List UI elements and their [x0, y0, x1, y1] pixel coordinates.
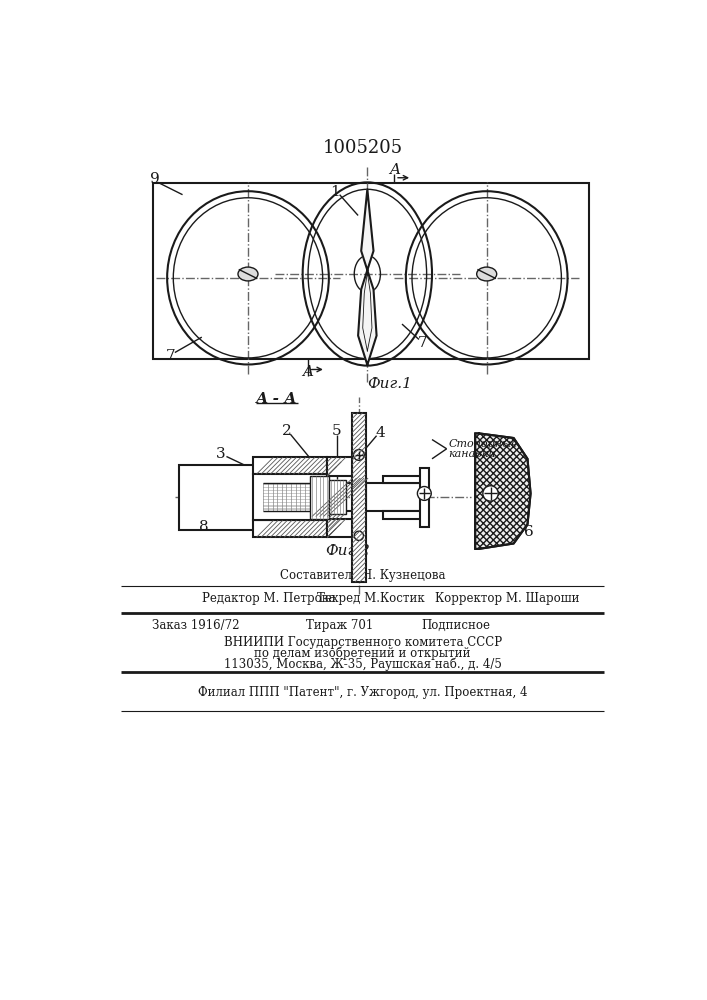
Text: Заказ 1916/72: Заказ 1916/72 — [152, 619, 239, 632]
Bar — [179, 465, 317, 530]
Polygon shape — [361, 189, 373, 270]
Text: 9: 9 — [150, 172, 160, 186]
Bar — [310, 476, 329, 519]
Bar — [327, 457, 352, 476]
Text: 7: 7 — [165, 349, 175, 363]
Bar — [253, 474, 327, 520]
Bar — [264, 505, 317, 507]
Bar — [264, 490, 317, 491]
Text: канавки: канавки — [448, 449, 496, 459]
Text: 1: 1 — [330, 185, 340, 199]
Bar — [264, 499, 317, 500]
Text: 1005205: 1005205 — [322, 139, 403, 157]
Bar — [264, 508, 317, 510]
Bar — [382, 511, 421, 519]
Text: Фиг.2: Фиг.2 — [325, 544, 370, 558]
Text: Корректор М. Шароши: Корректор М. Шароши — [435, 592, 580, 605]
Text: Филиал ППП "Патент", г. Ужгород, ул. Проектная, 4: Филиал ППП "Патент", г. Ужгород, ул. Про… — [198, 686, 527, 699]
Bar — [264, 483, 317, 485]
Text: Тираж 701: Тираж 701 — [305, 619, 373, 632]
Bar — [264, 493, 317, 494]
Text: 5: 5 — [332, 424, 341, 438]
Bar — [153, 183, 589, 359]
Ellipse shape — [238, 267, 258, 281]
Text: A: A — [389, 163, 399, 177]
Bar — [264, 502, 317, 503]
Bar — [253, 457, 327, 474]
Text: Редактор М. Петрова: Редактор М. Петрова — [201, 592, 335, 605]
Text: 113035, Москва, Ж-35, Раушская наб., д. 4/5: 113035, Москва, Ж-35, Раушская наб., д. … — [224, 658, 502, 671]
Bar — [420, 468, 429, 527]
Bar — [352, 413, 366, 582]
Text: 6: 6 — [524, 525, 534, 539]
Circle shape — [417, 487, 431, 500]
Text: 3: 3 — [216, 447, 226, 461]
Text: Стопорные: Стопорные — [448, 439, 518, 449]
Text: по делам изобретений и открытий: по делам изобретений и открытий — [255, 646, 471, 660]
Bar — [253, 520, 327, 537]
Circle shape — [354, 531, 363, 540]
Text: 7: 7 — [418, 336, 428, 350]
Text: 8: 8 — [199, 520, 209, 534]
Text: 4: 4 — [375, 426, 385, 440]
Ellipse shape — [477, 267, 497, 281]
Text: Составитель Н. Кузнецова: Составитель Н. Кузнецова — [280, 569, 445, 582]
Text: A: A — [303, 365, 313, 379]
Text: Фиг.1: Фиг.1 — [368, 377, 412, 391]
Bar — [327, 519, 352, 537]
Bar — [366, 483, 421, 511]
Circle shape — [483, 486, 498, 501]
Polygon shape — [475, 433, 530, 549]
Text: А - А: А - А — [256, 392, 298, 406]
Text: Подписное: Подписное — [421, 619, 490, 632]
Text: Техред М.Костик: Техред М.Костик — [317, 592, 425, 605]
Bar — [264, 496, 317, 497]
Bar — [329, 480, 346, 514]
Polygon shape — [358, 270, 377, 365]
Bar — [264, 487, 317, 488]
Polygon shape — [475, 433, 530, 549]
Bar — [382, 476, 421, 483]
Text: ВНИИПИ Государственного комитета СССР: ВНИИПИ Государственного комитета СССР — [223, 636, 502, 649]
Circle shape — [354, 450, 364, 460]
Text: 2: 2 — [281, 424, 291, 438]
